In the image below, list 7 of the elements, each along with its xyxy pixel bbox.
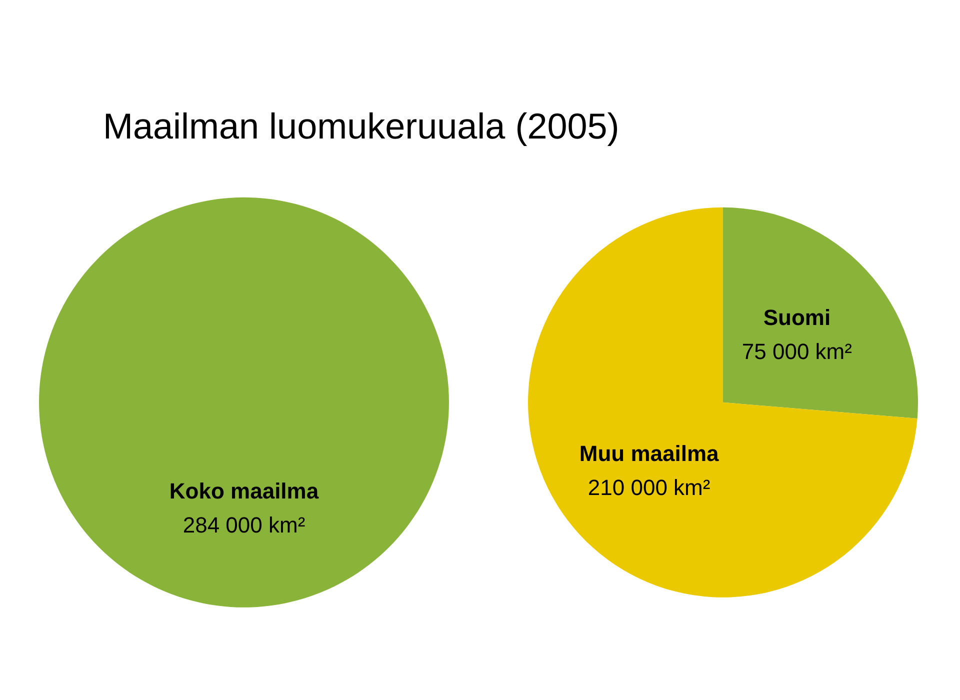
slice-label: Suomi bbox=[763, 304, 831, 330]
slice-label: Koko maailma bbox=[169, 478, 320, 504]
slice-label: Muu maailma bbox=[579, 440, 720, 466]
data-label: 75 000 km² bbox=[742, 338, 852, 364]
chart-title: Maailman luomukeruuala (2005) bbox=[103, 106, 620, 146]
data-label: 210 000 km² bbox=[588, 474, 710, 500]
data-label: 284 000 km² bbox=[182, 512, 306, 538]
